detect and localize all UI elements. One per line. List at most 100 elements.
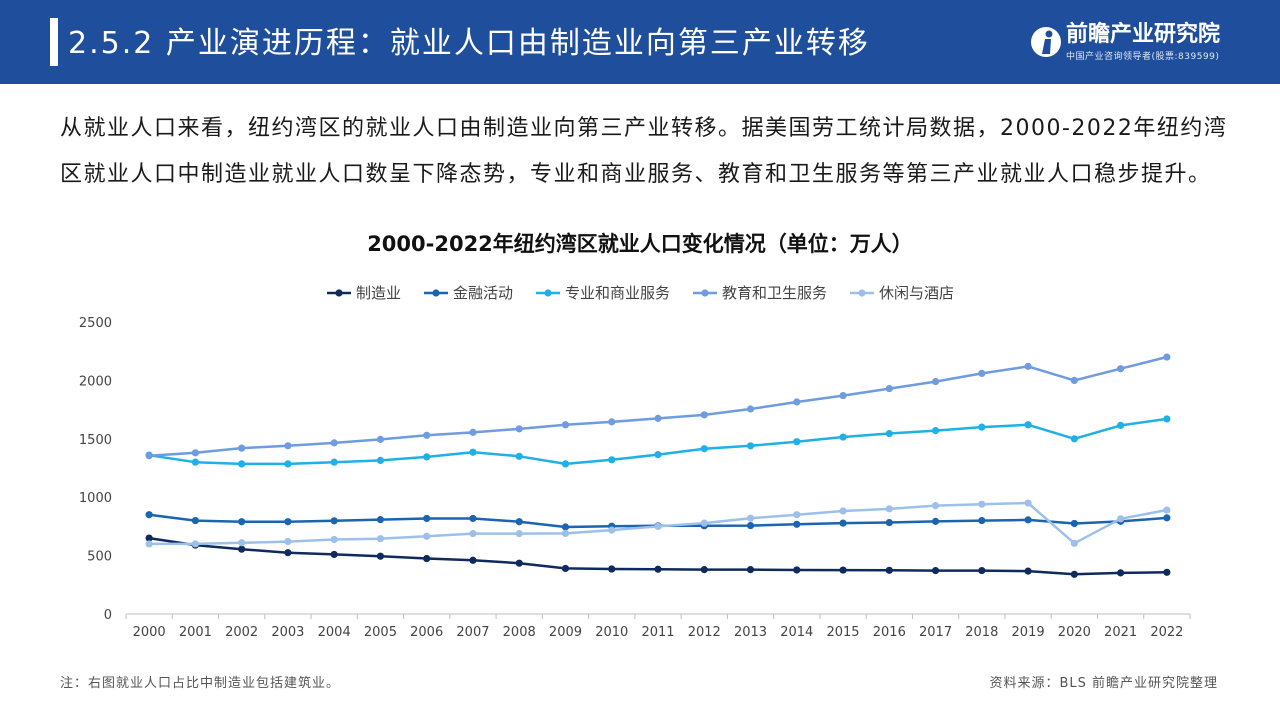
data-point — [238, 444, 246, 452]
data-point — [515, 530, 523, 538]
data-point — [839, 519, 847, 527]
legend-item: 教育和卫生服务 — [692, 282, 827, 303]
data-point — [561, 523, 570, 531]
data-point — [376, 535, 385, 543]
x-tick-label: 2008 — [503, 625, 536, 640]
data-point — [1024, 421, 1032, 429]
data-point — [423, 532, 431, 540]
legend-item: 专业和商业服务 — [535, 282, 670, 303]
data-point — [931, 517, 940, 525]
data-point — [515, 559, 523, 567]
data-point — [191, 449, 199, 457]
data-point — [839, 391, 847, 400]
data-point — [978, 369, 986, 377]
legend-label: 休闲与酒店 — [879, 284, 955, 302]
x-tick-label: 2011 — [641, 625, 674, 640]
data-point — [746, 514, 755, 522]
data-point — [931, 502, 940, 510]
brand-logo: 前瞻产业研究院 中国产业咨询领导者(股票:839599) — [1030, 22, 1230, 62]
x-tick-label: 2005 — [364, 625, 397, 640]
data-point — [376, 435, 385, 443]
data-point — [839, 433, 847, 441]
header-accent — [50, 18, 58, 66]
data-point — [1070, 570, 1078, 578]
data-point — [839, 507, 847, 515]
series-line-3 — [149, 355, 1168, 457]
x-tick-label: 2019 — [1012, 625, 1045, 640]
x-tick-label: 2007 — [456, 625, 489, 640]
data-point — [1024, 516, 1032, 524]
data-point — [561, 564, 570, 573]
data-point — [746, 521, 755, 530]
data-point — [1070, 539, 1078, 547]
data-point — [376, 456, 385, 465]
legend-item: 金融活动 — [423, 282, 513, 303]
data-point — [746, 405, 755, 413]
data-point — [1070, 519, 1078, 528]
data-point — [238, 518, 246, 526]
legend-swatch-dot — [335, 288, 343, 297]
data-point — [885, 384, 893, 393]
data-point — [700, 519, 708, 527]
data-point — [1070, 376, 1078, 384]
data-point — [191, 458, 199, 466]
data-point — [885, 518, 893, 527]
legend-label: 专业和商业服务 — [564, 284, 670, 302]
y-tick-label: 1500 — [79, 433, 112, 448]
legend-swatch-dot — [858, 288, 866, 297]
data-point — [145, 511, 153, 519]
data-point — [1163, 514, 1171, 522]
legend-swatch — [535, 288, 560, 297]
data-point — [608, 456, 616, 464]
data-point — [284, 518, 292, 526]
data-point — [931, 566, 940, 575]
data-point — [931, 427, 940, 435]
x-tick-label: 2014 — [780, 625, 813, 640]
legend-label: 制造业 — [355, 284, 401, 302]
data-point — [608, 565, 616, 573]
data-point — [284, 460, 292, 468]
header-bar: 2.5.2 产业演进历程：就业人口由制造业向第三产业转移 前瞻产业研究院 中国产… — [0, 0, 1280, 84]
data-point — [515, 452, 523, 460]
data-point — [608, 526, 616, 534]
data-point — [978, 516, 986, 525]
data-point — [561, 529, 570, 538]
data-point — [1117, 515, 1125, 523]
legend-item: 制造业 — [326, 282, 401, 303]
data-point — [561, 421, 570, 429]
x-tick-label: 2004 — [318, 625, 351, 640]
x-tick-label: 2003 — [271, 625, 304, 640]
data-point — [376, 516, 385, 524]
brand-tagline: 中国产业咨询领导者(股票:839599) — [1066, 52, 1220, 62]
data-point — [1163, 353, 1171, 361]
x-tick-label: 2010 — [595, 625, 628, 640]
data-point — [284, 537, 292, 546]
legend-label: 金融活动 — [452, 284, 513, 302]
data-point — [793, 398, 801, 406]
data-point — [746, 566, 755, 574]
data-point — [1117, 421, 1125, 429]
data-point — [1117, 365, 1125, 373]
data-point — [793, 438, 801, 446]
legend-swatch — [326, 288, 351, 297]
data-point — [330, 535, 338, 544]
legend-swatch-dot — [701, 288, 709, 297]
data-point — [469, 514, 477, 523]
data-point — [238, 545, 246, 553]
y-tick-label: 2500 — [79, 316, 112, 331]
x-tick-label: 2002 — [225, 625, 258, 640]
data-point — [238, 460, 246, 468]
data-point — [1163, 415, 1171, 423]
x-tick-label: 2022 — [1150, 625, 1183, 640]
data-point — [145, 534, 153, 542]
data-point — [1163, 568, 1171, 576]
x-tick-label: 2006 — [410, 625, 443, 640]
data-point — [885, 505, 893, 513]
data-point — [238, 539, 246, 547]
data-point — [469, 448, 477, 456]
data-point — [423, 453, 431, 461]
data-point — [793, 511, 801, 519]
data-point — [654, 565, 662, 573]
data-point — [746, 442, 755, 450]
data-point — [515, 518, 523, 526]
